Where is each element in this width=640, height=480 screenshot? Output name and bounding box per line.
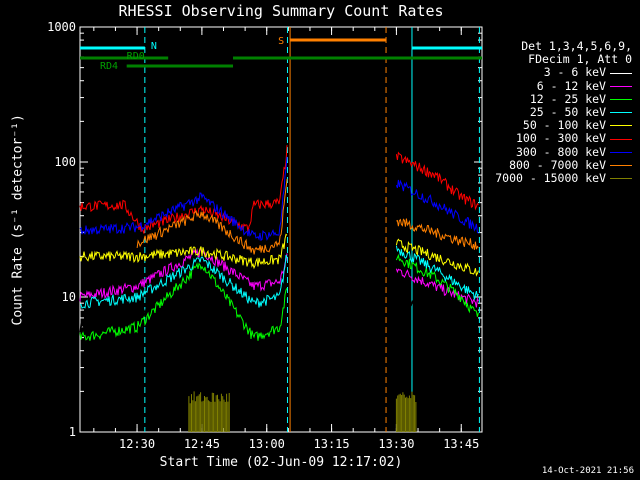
x-tick-label: 13:45 (443, 437, 479, 451)
series-line (395, 253, 479, 317)
legend-entry: 50 - 100 keV (495, 119, 632, 132)
legend-entry-label: 12 - 25 keV (529, 91, 606, 106)
legend-entries: 3 - 6 keV 6 - 12 keV 12 - 25 keV 25 - 50 ke… (495, 66, 632, 185)
x-tick-label: 13:15 (314, 437, 350, 451)
x-tick-label: 12:30 (119, 437, 155, 451)
legend-entry-label: 6 - 12 keV (536, 78, 606, 93)
legend-swatch (610, 178, 632, 180)
series-line (79, 156, 288, 242)
series-line (79, 254, 288, 309)
legend-entry: 100 - 300 keV (495, 132, 632, 145)
legend-entry-label: 50 - 100 keV (522, 118, 606, 133)
series-line (395, 391, 417, 432)
legend-swatch (610, 164, 632, 166)
legend: Det 1,3,4,5,6,9, FDecim 1, Att 0 3 - 6 k… (495, 39, 632, 185)
series-line (395, 245, 479, 300)
y-tick-label: 10 (62, 290, 76, 304)
legend-entry-label: 7000 - 15000 keV (495, 171, 606, 186)
legend-swatch (610, 151, 632, 153)
series-line (79, 145, 288, 234)
x-tick-label: 12:45 (184, 437, 220, 451)
series-line (396, 292, 479, 347)
series-line (136, 178, 288, 255)
series-line (395, 238, 479, 277)
series-line (79, 273, 288, 333)
y-tick-label: 1000 (47, 20, 76, 34)
y-axis-label: Count Rate (s⁻¹ detector⁻¹) (10, 114, 26, 326)
series-line (79, 233, 288, 270)
legend-entry: 800 - 7000 keV (495, 157, 632, 172)
series-line (79, 248, 288, 302)
legend-header-1: Det 1,3,4,5,6,9, (521, 39, 632, 53)
plot-frame (79, 26, 483, 433)
series-line (395, 268, 479, 308)
legend-header-2: FDecim 1, Att 0 (528, 52, 632, 67)
series-line (79, 262, 288, 341)
series-line (396, 218, 479, 250)
legend-entry-label: 800 - 7000 keV (509, 157, 606, 172)
series-line (395, 179, 479, 234)
flag-label: N (151, 41, 157, 52)
x-tick-label: 13:00 (249, 437, 285, 451)
series-line (395, 151, 479, 211)
legend-swatch (610, 85, 632, 87)
x-axis-label: Start Time (02-Jun-09 12:17:02) (159, 455, 403, 470)
legend-entry-label: 300 - 800 keV (515, 144, 606, 159)
legend-entry-label: 100 - 300 keV (515, 131, 606, 146)
legend-entry-label: 3 - 6 keV (543, 65, 606, 80)
timestamp: 14-Oct-2021 21:56 (541, 466, 634, 476)
legend-swatch (610, 138, 632, 140)
legend-entry: 3 - 6 keV (495, 66, 632, 79)
y-tick-label: 1 (69, 425, 76, 439)
legend-swatch (610, 98, 632, 100)
flag-label: S (278, 36, 284, 47)
series-line (188, 391, 230, 432)
legend-entry: 6 - 12 keV (495, 78, 632, 93)
flag-label: RD0 (127, 51, 145, 62)
legend-entry-label: 25 - 50 keV (529, 105, 606, 120)
legend-entry: 7000 - 15000 keV (495, 171, 632, 186)
legend-swatch (610, 72, 632, 74)
y-tick-label: 100 (54, 155, 76, 169)
chart-title: RHESSI Observing Summary Count Rates (118, 2, 444, 20)
x-tick-label: 13:30 (378, 437, 414, 451)
legend-swatch (610, 125, 632, 127)
flag-label: RD4 (100, 61, 118, 72)
legend-swatch (610, 112, 632, 114)
legend-entry: 25 - 50 keV (495, 105, 632, 120)
legend-entry: 300 - 800 keV (495, 144, 632, 159)
legend-entry: 12 - 25 keV (495, 91, 632, 106)
